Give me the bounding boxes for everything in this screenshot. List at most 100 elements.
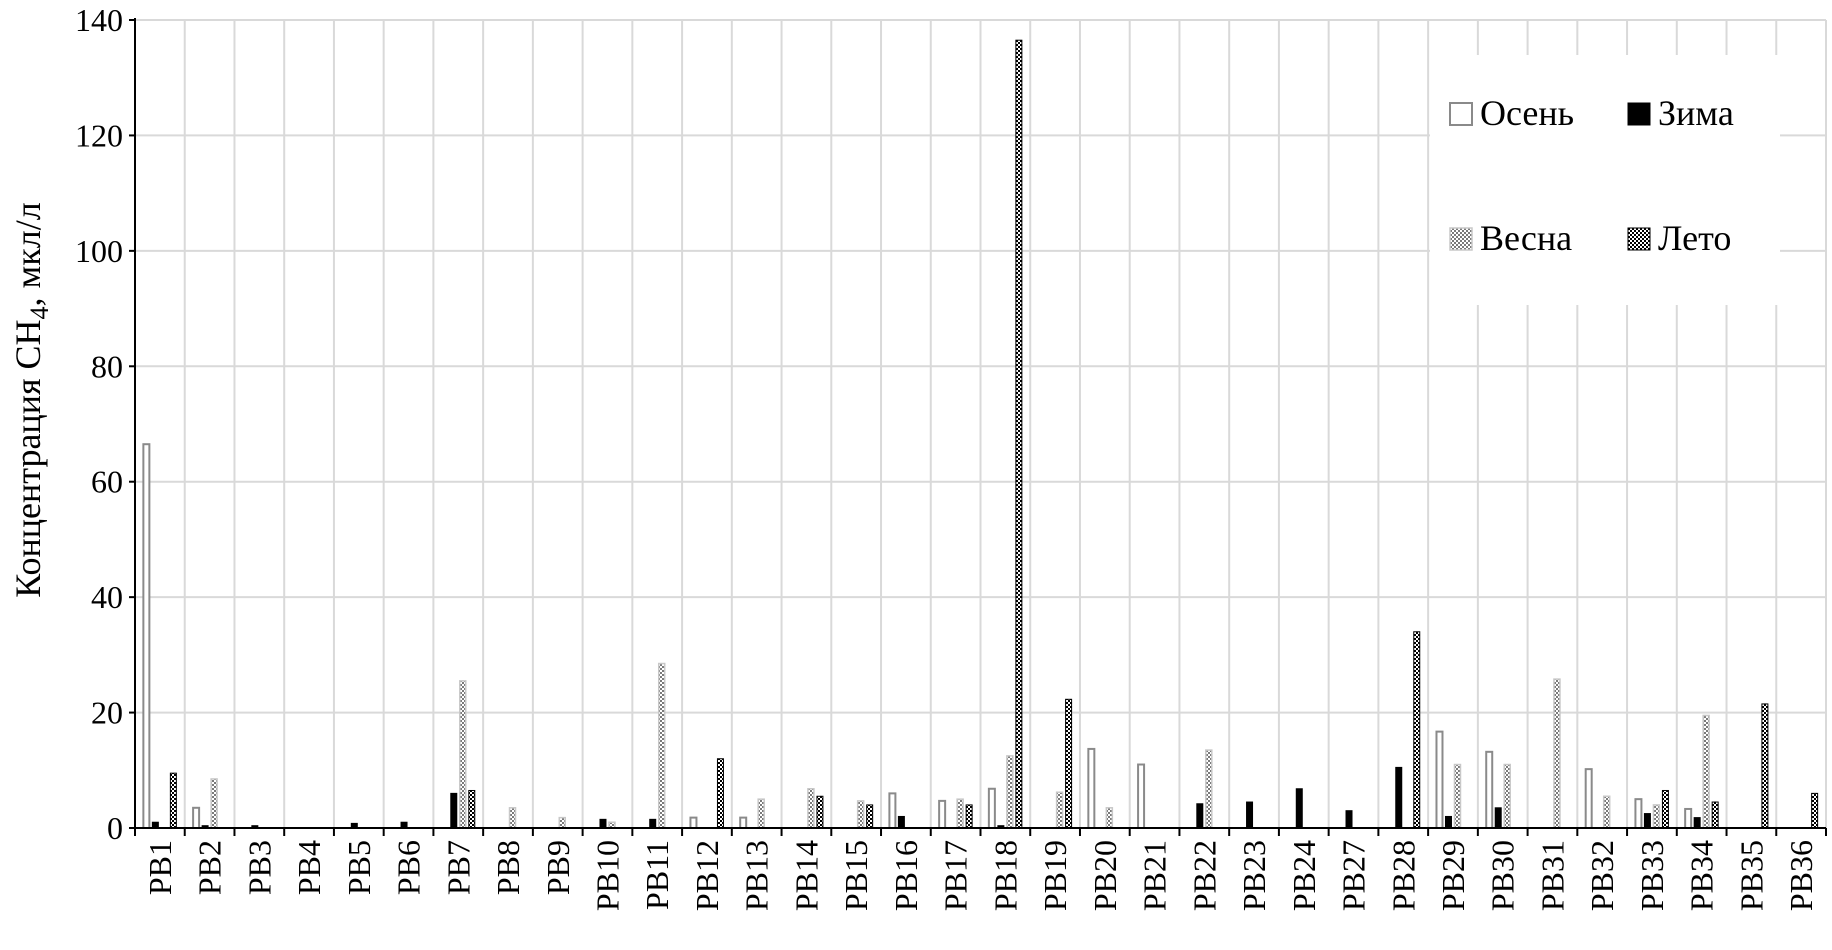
bar-pb28-winter <box>1395 766 1403 829</box>
bar-pb34-autumn <box>1684 807 1693 829</box>
y-tick-labels: 0 20 40 60 80 100 120 140 <box>75 2 123 846</box>
bar-pb13-autumn <box>739 816 748 830</box>
bar-pb15-summer <box>866 804 874 829</box>
x-tick-label: PB10 <box>589 840 625 911</box>
x-tick-label: PB15 <box>838 840 874 911</box>
y-tick-label: 80 <box>91 348 123 384</box>
bar-pb30-spring <box>1503 763 1511 829</box>
x-tick-label: PB14 <box>788 840 824 911</box>
bar-pb19-summer <box>1065 698 1073 829</box>
x-tick-label: PB34 <box>1684 840 1720 911</box>
bar-pb2-autumn <box>192 806 201 829</box>
y-tick-label: 20 <box>91 695 123 731</box>
x-tick-label: PB31 <box>1534 840 1570 911</box>
x-tick-label: PB35 <box>1733 840 1769 911</box>
bar-pb18-spring <box>1006 755 1014 829</box>
bar-pb11-spring <box>657 662 666 829</box>
bar-pb21-autumn <box>1137 763 1146 829</box>
x-tick-label: PB2 <box>192 840 228 895</box>
legend-swatch-spring <box>1449 227 1473 251</box>
x-tick-label: PB3 <box>241 840 277 895</box>
bar-pb30-winter <box>1494 807 1502 829</box>
legend-swatch-winter <box>1627 102 1651 126</box>
legend: Осень Зима Весна Лето <box>1430 55 1780 305</box>
bar-pb1-autumn <box>142 443 151 829</box>
legend-label-winter: Зима <box>1658 93 1734 133</box>
bar-pb24-winter <box>1295 788 1303 829</box>
legend-box <box>1430 55 1780 305</box>
bar-pb7-spring <box>459 680 467 829</box>
y-tick-label: 100 <box>75 233 123 269</box>
bar-pb17-autumn <box>938 799 947 829</box>
x-tick-label: PB13 <box>739 840 775 911</box>
x-tick-label: PB18 <box>987 840 1023 911</box>
y-tick-label: 60 <box>91 464 123 500</box>
bar-pb20-spring <box>1105 807 1114 829</box>
bar-pb2-spring <box>210 778 218 829</box>
bar-pb18-autumn <box>987 787 996 829</box>
bar-pb23-winter <box>1246 801 1254 829</box>
bar-pb14-spring <box>807 788 815 829</box>
bar-pb9-spring <box>558 816 566 829</box>
x-tick-label: PB29 <box>1435 840 1471 911</box>
y-tick-label: 120 <box>75 117 123 153</box>
x-tick-label: PB21 <box>1137 840 1173 911</box>
x-tick-label: PB17 <box>938 840 974 911</box>
x-tick-label: PB5 <box>341 840 377 895</box>
x-tick-label: PB33 <box>1634 840 1670 911</box>
bar-pb29-autumn <box>1435 730 1444 829</box>
x-tick-label: PB32 <box>1584 840 1620 911</box>
bar-pb33-winter <box>1643 813 1651 829</box>
x-tick-label: PB1 <box>142 840 178 895</box>
bar-pb12-autumn <box>689 816 698 830</box>
bar-pb16-winter <box>897 815 905 829</box>
x-tick-label: PB36 <box>1783 840 1819 911</box>
legend-swatch-autumn <box>1449 102 1473 126</box>
bar-pb14-summer <box>816 795 824 829</box>
bar-pb22-winter <box>1196 803 1204 829</box>
x-tick-label: PB23 <box>1236 840 1272 911</box>
y-tick-label: 0 <box>107 810 123 846</box>
x-tick-label: PB19 <box>1037 840 1073 911</box>
bar-pb32-spring <box>1602 795 1611 829</box>
x-tick-label: PB27 <box>1336 840 1372 911</box>
bar-pb7-summer <box>468 789 476 829</box>
bar-pb20-autumn <box>1087 747 1096 830</box>
x-tick-label: PB7 <box>440 840 476 895</box>
bar-pb29-spring <box>1453 763 1462 829</box>
bar-pb12-summer <box>716 758 724 829</box>
y-tick-label: 140 <box>75 2 123 38</box>
grid <box>134 19 1827 829</box>
legend-swatch-summer <box>1627 227 1651 251</box>
x-tick-label: PB9 <box>540 840 576 895</box>
bar-pb16-autumn <box>888 792 897 829</box>
bar-pb18-summer <box>1015 39 1023 829</box>
bar-pb31-spring <box>1553 678 1561 829</box>
bar-pb17-spring <box>956 798 964 829</box>
legend-label-autumn: Осень <box>1480 93 1574 133</box>
bar-pb35-summer <box>1761 703 1769 829</box>
bar-pb33-summer <box>1661 789 1669 829</box>
bar-pb10-winter <box>599 818 607 829</box>
y-axis-title: Концентрация CH4, мкл/л <box>8 202 54 597</box>
legend-label-spring: Весна <box>1480 218 1572 258</box>
legend-label-summer: Лето <box>1658 218 1731 258</box>
x-tick-labels: PB1 PB2 PB3 PB4 PB5 PB6 PB7 PB8 PB9 PB10 PB11 PB12 P… <box>142 840 1819 911</box>
x-tick-label: PB22 <box>1186 840 1222 911</box>
bar-pb28-summer <box>1413 631 1421 829</box>
axes <box>129 18 1827 836</box>
x-tick-label: PB12 <box>689 840 725 911</box>
x-tick-label: PB11 <box>639 840 675 910</box>
x-tick-label: PB6 <box>391 840 427 895</box>
bar-pb33-autumn <box>1634 798 1643 830</box>
bar-pb19-spring <box>1055 791 1064 829</box>
bar-pb29-winter <box>1444 815 1452 829</box>
bar-pb11-winter <box>649 818 657 829</box>
x-tick-label: PB20 <box>1087 840 1123 911</box>
x-tick-label: PB4 <box>291 840 327 895</box>
bar-pb17-summer <box>965 804 973 829</box>
bar-pb22-spring <box>1205 749 1213 829</box>
bar-pb32-autumn <box>1584 768 1593 829</box>
bar-pb15-spring <box>856 800 865 829</box>
